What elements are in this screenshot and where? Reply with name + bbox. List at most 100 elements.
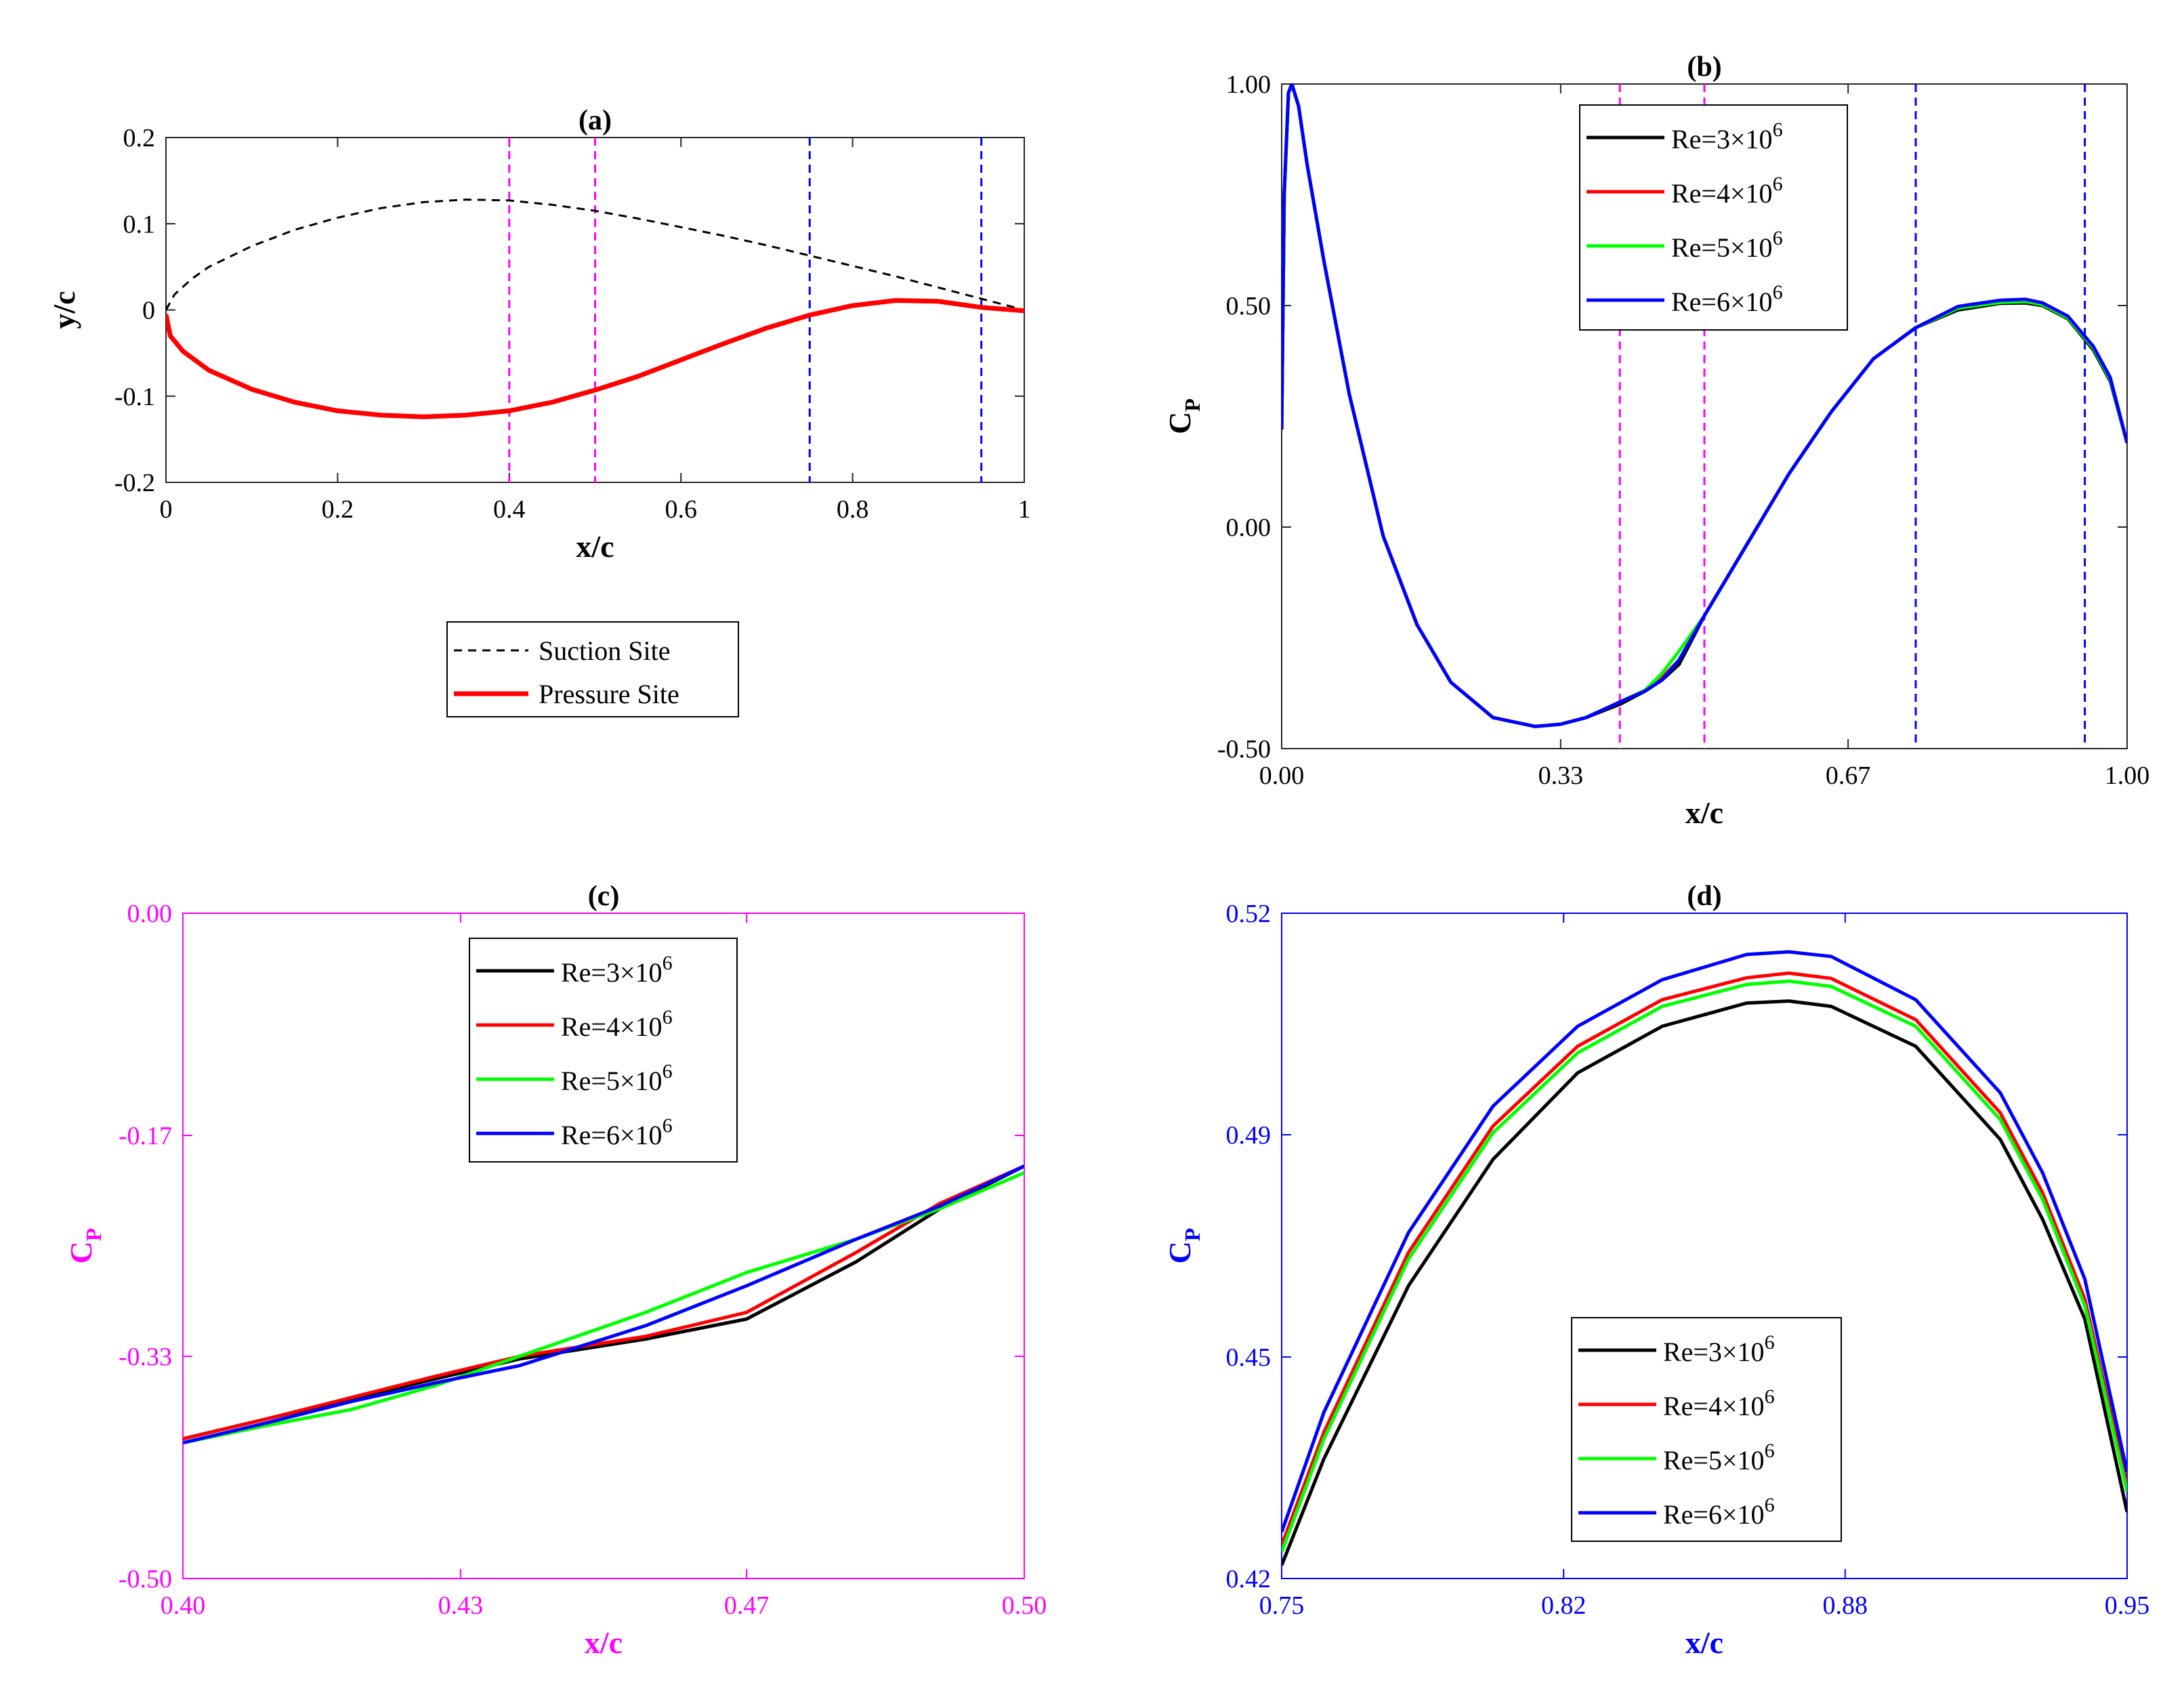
panel-d-xlabel: x/c [1685,1625,1723,1660]
panel-c-legend-label-exp: 6 [663,952,673,974]
panel-b-ytick-label: 0.50 [1226,292,1272,320]
panel-a-plot-area [166,138,1024,482]
panel-b-ylabel-main: C [1162,412,1197,434]
panel-c-ytick-label: -0.33 [119,1343,172,1371]
panel-c-legend-label: Re=5×106 [561,1060,673,1096]
panel-c-xtick-label: 0.50 [1002,1591,1047,1620]
panel-c-legend-box [469,938,738,1163]
panel-d-series-3-line [1282,950,2127,1533]
panel-c-series-3-line [183,1164,1024,1445]
panel-b-series-3-line [1282,84,2127,728]
panel-a-ytick-label: 0 [142,297,155,325]
panel-d-series-2-line [1282,979,2127,1553]
panel-b-legend-label-exp: 6 [1773,227,1783,249]
panel-c-legend-label-text: Re=4×10 [561,1011,663,1042]
panel-d-title: (d) [1687,881,1721,912]
panel-c-ytick-label: 0.00 [127,900,173,928]
panel-d-ylabel: CP [1162,1228,1204,1264]
panel-d-xtick-label: 0.95 [2105,1591,2150,1620]
panel-b-ytick-label: -0.50 [1217,735,1271,764]
panel-c-legend-label-exp: 6 [663,1006,673,1028]
panel-a-xlabel: x/c [576,529,614,564]
panel-a-xtick-label: 0 [160,495,173,524]
panel-d-ytick-label: 0.42 [1226,1565,1272,1593]
panel-a-xtick-label: 0.6 [665,495,697,524]
panel-a-xtick-label: 0.2 [322,495,354,524]
panel-b-xlabel: x/c [1685,795,1723,830]
panel-b-ylabel-sub: P [1180,398,1204,412]
panel-b-ytick-label: 0.00 [1226,514,1272,542]
panel-c-legend-label: Re=6×106 [561,1114,673,1150]
panel-b-ylabel: CP [1162,398,1204,434]
panel-b-legend-label-exp: 6 [1773,119,1783,141]
panel-b-legend-label-exp: 6 [1773,173,1783,195]
panel-a-series-1-line [166,298,1024,419]
panel-d-legend-label-exp: 6 [1765,1331,1775,1354]
panel-a-legend-label: Pressure Site [539,679,679,709]
panel-d-legend-label-exp: 6 [1765,1440,1775,1462]
panel-d-xtick-label: 0.82 [1541,1591,1587,1620]
panel-b-legend-label-exp: 6 [1773,281,1783,304]
panel-d-ylabel-sub: P [1180,1228,1204,1242]
panel-d-legend-label-exp: 6 [1765,1385,1775,1408]
panel-a-ylabel: y/c [47,291,81,329]
panel-c-legend-label: Re=4×106 [561,1006,673,1042]
panel-b-legend-label-text: Re=5×10 [1671,232,1773,263]
panel-d-ylabel-main: C [1162,1241,1197,1263]
panel-d-ytick-label: 0.49 [1226,1121,1272,1150]
panel-a-legend-label: Suction Site [539,635,670,666]
panel-d-plot-area [1282,950,2127,1566]
panel-d-legend-label-exp: 6 [1765,1494,1775,1516]
panel-c-xlabel: x/c [585,1625,623,1660]
panel-c-legend-label-exp: 6 [663,1060,673,1083]
panel-d-legend-label: Re=4×106 [1663,1385,1775,1421]
panel-b-legend-label-text: Re=6×10 [1671,287,1773,317]
panel-d-legend-label: Re=6×106 [1663,1494,1775,1530]
panel-d-xtick-label: 0.75 [1259,1591,1305,1620]
panel-c-xtick-label: 0.40 [161,1591,206,1620]
panel-c-xtick-label: 0.43 [438,1591,484,1620]
panel-c-legend-label-text: Re=5×10 [561,1066,663,1096]
panel-b-xtick-label: 0.67 [1826,761,1871,790]
panel-b-xtick-label: 1.00 [2105,761,2150,790]
panel-c-axes-box [182,913,1025,1579]
panel-c-xtick-label: 0.47 [724,1591,770,1620]
panel-d-legend-label-text: Re=5×10 [1663,1445,1765,1476]
panel-d-legend-label-text: Re=6×10 [1663,1499,1765,1530]
panel-d-axes-box [1281,913,2128,1579]
panel-b-legend-label: Re=4×106 [1671,173,1783,209]
panel-a-axes-box [165,137,1025,483]
panel-c-series-1-line [183,1164,1024,1441]
panel-b-legend-label: Re=6×106 [1671,281,1783,317]
panel-c-series-2-line [183,1171,1024,1445]
panel-b-legend-label: Re=5×106 [1671,227,1783,263]
panel-a-ytick-label: -0.2 [114,469,155,497]
panel-d-legend-label-text: Re=4×10 [1663,1391,1765,1421]
panel-a-series-0-line [166,198,1024,311]
panel-d-legend-label-text: Re=3×10 [1663,1337,1765,1367]
panel-d-series-0-line [1282,999,2127,1566]
panel-b-legend-label-text: Re=4×10 [1671,178,1773,209]
panel-b-legend-label-text: Re=3×10 [1671,124,1773,154]
panel-b-xtick-label: 0.33 [1538,761,1584,790]
panel-b-plot-area [1282,84,2127,749]
panel-c-ytick-label: -0.50 [119,1565,172,1593]
panel-d-legend-box [1571,1317,1842,1542]
panel-c-ylabel-sub: P [81,1228,106,1242]
panel-d-legend-label: Re=5×106 [1663,1440,1775,1476]
panel-b-xtick-label: 0.00 [1259,761,1305,790]
panel-d-ytick-label: 0.45 [1226,1343,1272,1372]
panel-c-ytick-label: -0.17 [119,1122,172,1150]
panel-c-title: (c) [588,881,620,912]
panel-d-series-1-line [1282,971,2127,1546]
panel-a-xtick-label: 0.4 [493,495,526,524]
panel-a-xtick-label: 0.8 [837,495,869,524]
panel-c-series-0-line [183,1164,1024,1441]
panel-b-ytick-label: 1.00 [1226,70,1272,99]
panel-d-legend-label: Re=3×106 [1663,1331,1775,1367]
panel-a-legend-box [446,621,739,717]
panel-d-xtick-label: 0.88 [1823,1591,1868,1620]
panel-b-legend-label: Re=3×106 [1671,119,1783,154]
panel-c-legend-label: Re=3×106 [561,952,673,988]
